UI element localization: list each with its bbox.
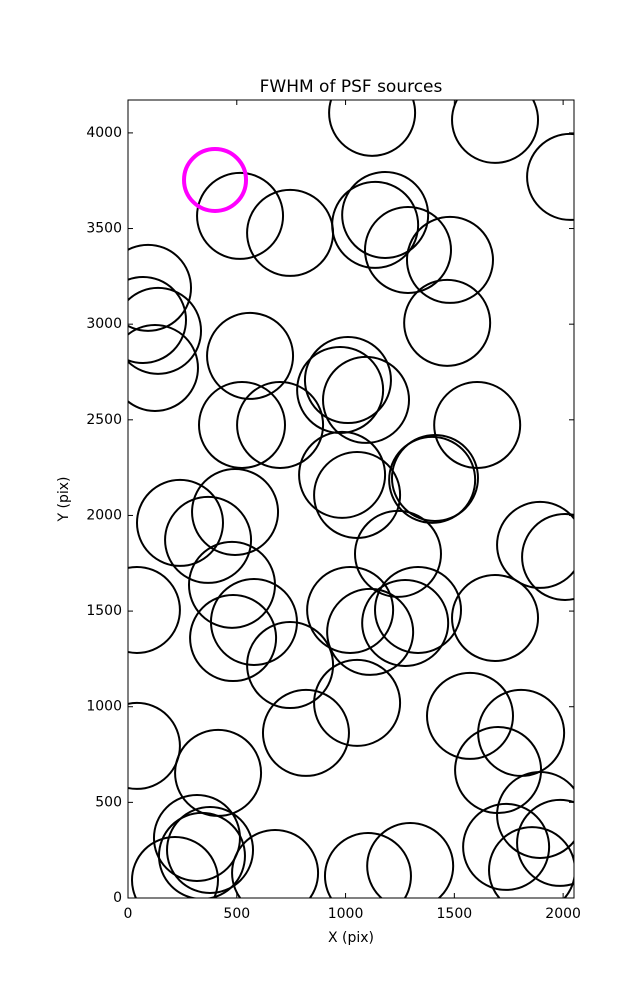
psf-source bbox=[182, 146, 249, 213]
psf-source bbox=[196, 171, 285, 260]
psf-source bbox=[322, 355, 411, 444]
psf-source bbox=[174, 728, 263, 817]
x-tick-label: 1000 bbox=[328, 906, 364, 922]
psf-source bbox=[353, 509, 442, 598]
psf-source bbox=[236, 380, 325, 469]
chart-title: FWHM of PSF sources bbox=[260, 77, 443, 97]
psf-source bbox=[366, 822, 455, 898]
psf-source bbox=[451, 573, 540, 662]
psf-source bbox=[128, 565, 181, 654]
y-tick-label: 4000 bbox=[86, 125, 122, 141]
y-tick-label: 3500 bbox=[86, 221, 122, 237]
psf-source bbox=[488, 826, 574, 898]
psf-source bbox=[496, 500, 574, 589]
psf-source bbox=[135, 478, 224, 567]
psf-source bbox=[128, 286, 203, 375]
psf-source bbox=[128, 323, 199, 412]
psf-source bbox=[374, 565, 463, 654]
y-tick-label: 1500 bbox=[86, 603, 122, 619]
x-tick-label: 500 bbox=[223, 906, 250, 922]
x-tick-label: 2000 bbox=[545, 906, 581, 922]
psf-source bbox=[298, 430, 387, 519]
y-tick-label: 500 bbox=[95, 794, 122, 810]
psf-source bbox=[152, 793, 241, 882]
psf-source bbox=[246, 621, 335, 710]
x-tick-label: 0 bbox=[124, 906, 133, 922]
psf-source bbox=[341, 170, 430, 259]
y-axis-label: Y (pix) bbox=[56, 477, 72, 523]
psf-source bbox=[189, 594, 278, 683]
psf-source bbox=[403, 278, 492, 367]
psf-source bbox=[157, 811, 246, 898]
psf-source bbox=[331, 180, 420, 269]
y-tick-label: 3000 bbox=[86, 316, 122, 332]
psf-source bbox=[128, 701, 181, 790]
psf-source bbox=[131, 836, 219, 898]
psf-source bbox=[496, 770, 574, 859]
psf-source bbox=[328, 100, 417, 157]
psf-source bbox=[206, 311, 295, 400]
psf-source bbox=[296, 345, 385, 434]
y-tick-label: 0 bbox=[113, 890, 122, 906]
plot-area bbox=[128, 100, 574, 898]
psf-source bbox=[128, 275, 187, 364]
x-tick-label: 1500 bbox=[437, 906, 473, 922]
psf-source bbox=[426, 671, 515, 760]
psf-source bbox=[306, 565, 395, 654]
psf-source bbox=[405, 215, 494, 304]
psf-source bbox=[313, 658, 402, 747]
psf-source bbox=[166, 805, 255, 894]
psf-source bbox=[323, 832, 412, 898]
y-tick-label: 2500 bbox=[86, 412, 122, 428]
psf-source bbox=[388, 435, 477, 524]
psf-source bbox=[516, 798, 574, 887]
y-tick-label: 1000 bbox=[86, 699, 122, 715]
psf-source bbox=[361, 578, 450, 667]
psf-source bbox=[231, 828, 320, 898]
psf-source bbox=[313, 450, 402, 539]
psf-source bbox=[433, 380, 522, 469]
psf-source bbox=[451, 100, 540, 164]
psf-source bbox=[521, 512, 574, 601]
psf-source bbox=[526, 132, 574, 221]
psf-source bbox=[198, 380, 287, 469]
psf-source bbox=[326, 587, 415, 676]
psf-source bbox=[462, 802, 551, 891]
psf-source bbox=[191, 468, 280, 557]
psf-source bbox=[128, 243, 193, 332]
psf-source bbox=[261, 688, 350, 777]
psf-source bbox=[390, 433, 479, 522]
psf-source bbox=[246, 188, 335, 277]
y-tick-label: 2000 bbox=[86, 507, 122, 523]
psf-source bbox=[364, 205, 453, 294]
axes-frame bbox=[127, 99, 575, 899]
psf-source bbox=[164, 495, 253, 584]
x-axis-label: X (pix) bbox=[328, 930, 374, 946]
psf-source bbox=[303, 336, 392, 425]
